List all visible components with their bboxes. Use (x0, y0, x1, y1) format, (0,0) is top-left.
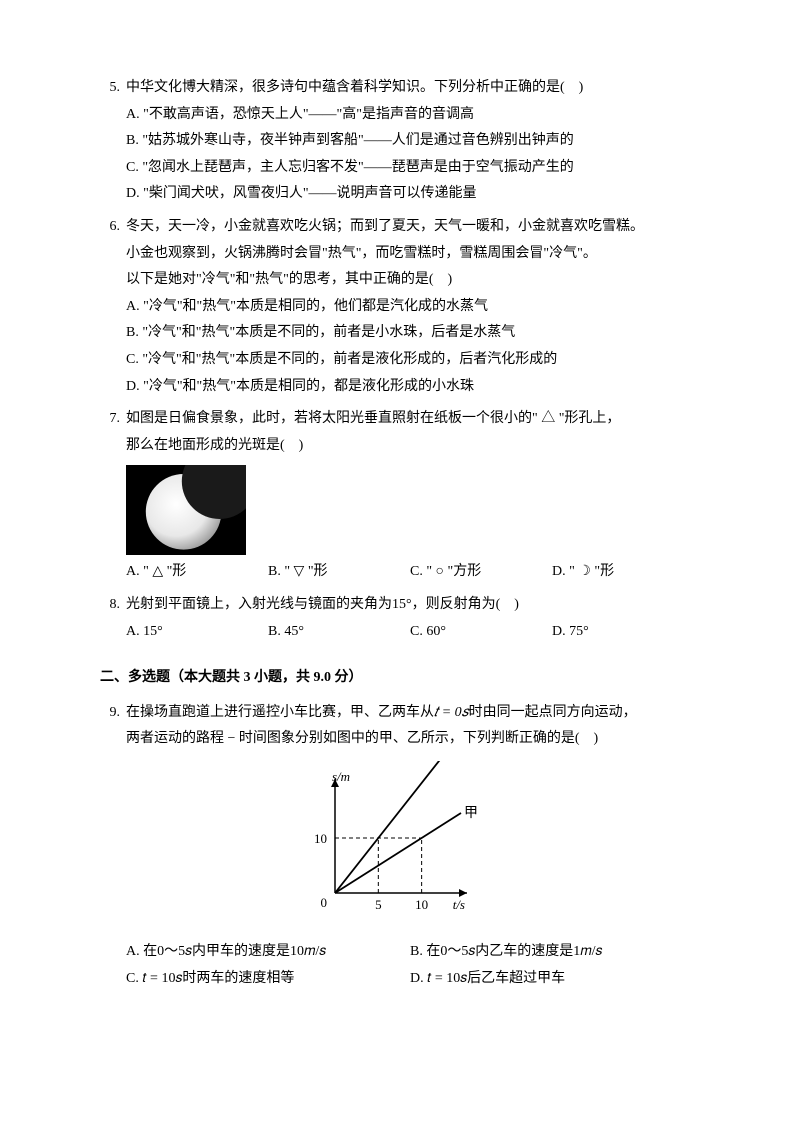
q9-option-a: A. 在0～5𝑠内甲车的速度是10𝑚/𝑠 (126, 939, 410, 966)
question-7: 7. 如图是日偏食景象，此时，若将太阳光垂直照射在纸板一个很小的" △ "形孔上… (100, 406, 694, 586)
q6-option-d: D. "冷气"和"热气"本质是相同的，都是液化形成的小水珠 (100, 374, 694, 401)
q9-stem-line1: 在操场直跑道上进行遥控小车比赛，甲、乙两车从𝑡 = 0𝑠时由同一起点同方向运动， (126, 700, 694, 727)
q8-option-b: B. 45° (268, 619, 410, 646)
q8-option-a: A. 15° (126, 619, 268, 646)
q9-stem1a: 在操场直跑道上进行遥控小车比赛，甲、乙两车从 (126, 705, 434, 720)
q5-stem: 中华文化博大精深，很多诗句中蕴含着科学知识。下列分析中正确的是( ) (126, 75, 694, 102)
q5-option-a: A. "不敢高声语，恐惊天上人"——"高"是指声音的音调高 (100, 102, 694, 129)
question-6: 6. 冬天，天一冷，小金就喜欢吃火锅；而到了夏天，天气一暖和，小金就喜欢吃雪糕。… (100, 214, 694, 400)
q8-number: 8. (100, 592, 126, 619)
svg-text:5: 5 (375, 897, 382, 912)
q9-number: 9. (100, 700, 126, 727)
eclipse-icon (126, 465, 246, 555)
q5-option-b: B. "姑苏城外寒山寺，夜半钟声到客船"——人们是通过音色辨别出钟声的 (100, 128, 694, 155)
q8-stem: 光射到平面镜上，入射光线与镜面的夹角为15°，则反射角为( ) (126, 592, 694, 619)
q5-option-c: C. "忽闻水上琵琶声，主人忘归客不发"——琵琶声是由于空气振动产生的 (100, 155, 694, 182)
q6-stem-line2: 小金也观察到，火锅沸腾时会冒"热气"，而吃雪糕时，雪糕周围会冒"冷气"。 (100, 241, 694, 268)
q6-option-a: A. "冷气"和"热气"本质是相同的，他们都是汽化成的水蒸气 (100, 294, 694, 321)
q9-stem-line2: 两者运动的路程 − 时间图象分别如图中的甲、乙所示，下列判断正确的是( ) (100, 726, 694, 753)
q7-number: 7. (100, 406, 126, 433)
graph-figure: s/mt/s105100乙甲 (100, 761, 694, 932)
q7-stem-line2: 那么在地面形成的光斑是( ) (100, 433, 694, 460)
svg-text:0: 0 (321, 895, 328, 910)
question-9: 9. 在操场直跑道上进行遥控小车比赛，甲、乙两车从𝑡 = 0𝑠时由同一起点同方向… (100, 700, 694, 993)
q9-stem1b: 𝑡 = 0𝑠 (434, 705, 469, 720)
svg-text:10: 10 (314, 831, 327, 846)
q7-option-a: A. " △ "形 (126, 559, 268, 586)
q6-number: 6. (100, 214, 126, 241)
svg-text:10: 10 (415, 897, 428, 912)
q6-option-c: C. "冷气"和"热气"本质是不同的，前者是液化形成的，后者汽化形成的 (100, 347, 694, 374)
q5-number: 5. (100, 75, 126, 102)
q7-option-c: C. " ○ "方形 (410, 559, 552, 586)
svg-text:甲: 甲 (464, 806, 478, 821)
svg-text:s/m: s/m (332, 769, 350, 784)
q6-stem-line3: 以下是她对"冷气"和"热气"的思考，其中正确的是( ) (100, 267, 694, 294)
q6-stem-line1: 冬天，天一冷，小金就喜欢吃火锅；而到了夏天，天气一暖和，小金就喜欢吃雪糕。 (126, 214, 694, 241)
q8-option-c: C. 60° (410, 619, 552, 646)
q9-option-c: C. 𝑡 = 10𝑠时两车的速度相等 (126, 966, 410, 993)
q7-option-d: D. " ☽ "形 (552, 559, 694, 586)
section-2-title: 二、多选题（本大题共 3 小题，共 9.0 分） (100, 665, 694, 692)
q6-option-b: B. "冷气"和"热气"本质是不同的，前者是小水珠，后者是水蒸气 (100, 320, 694, 347)
q9-stem1c: 时由同一起点同方向运动， (469, 705, 637, 720)
graph-icon: s/mt/s105100乙甲 (297, 761, 497, 921)
q5-option-d: D. "柴门闻犬吠，风雪夜归人"——说明声音可以传递能量 (100, 181, 694, 208)
q7-stem-line1: 如图是日偏食景象，此时，若将太阳光垂直照射在纸板一个很小的" △ "形孔上， (126, 406, 694, 433)
q8-option-d: D. 75° (552, 619, 694, 646)
q9-option-d: D. 𝑡 = 10𝑠后乙车超过甲车 (410, 966, 694, 993)
q9-option-b: B. 在0～5𝑠内乙车的速度是1𝑚/𝑠 (410, 939, 694, 966)
question-5: 5. 中华文化博大精深，很多诗句中蕴含着科学知识。下列分析中正确的是( ) A.… (100, 75, 694, 208)
question-8: 8. 光射到平面镜上，入射光线与镜面的夹角为15°，则反射角为( ) A. 15… (100, 592, 694, 645)
eclipse-figure (126, 465, 694, 555)
svg-text:t/s: t/s (453, 897, 465, 912)
q7-option-b: B. " ▽ "形 (268, 559, 410, 586)
